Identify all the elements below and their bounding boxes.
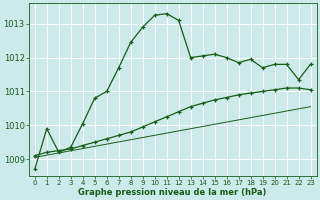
X-axis label: Graphe pression niveau de la mer (hPa): Graphe pression niveau de la mer (hPa) [78, 188, 267, 197]
